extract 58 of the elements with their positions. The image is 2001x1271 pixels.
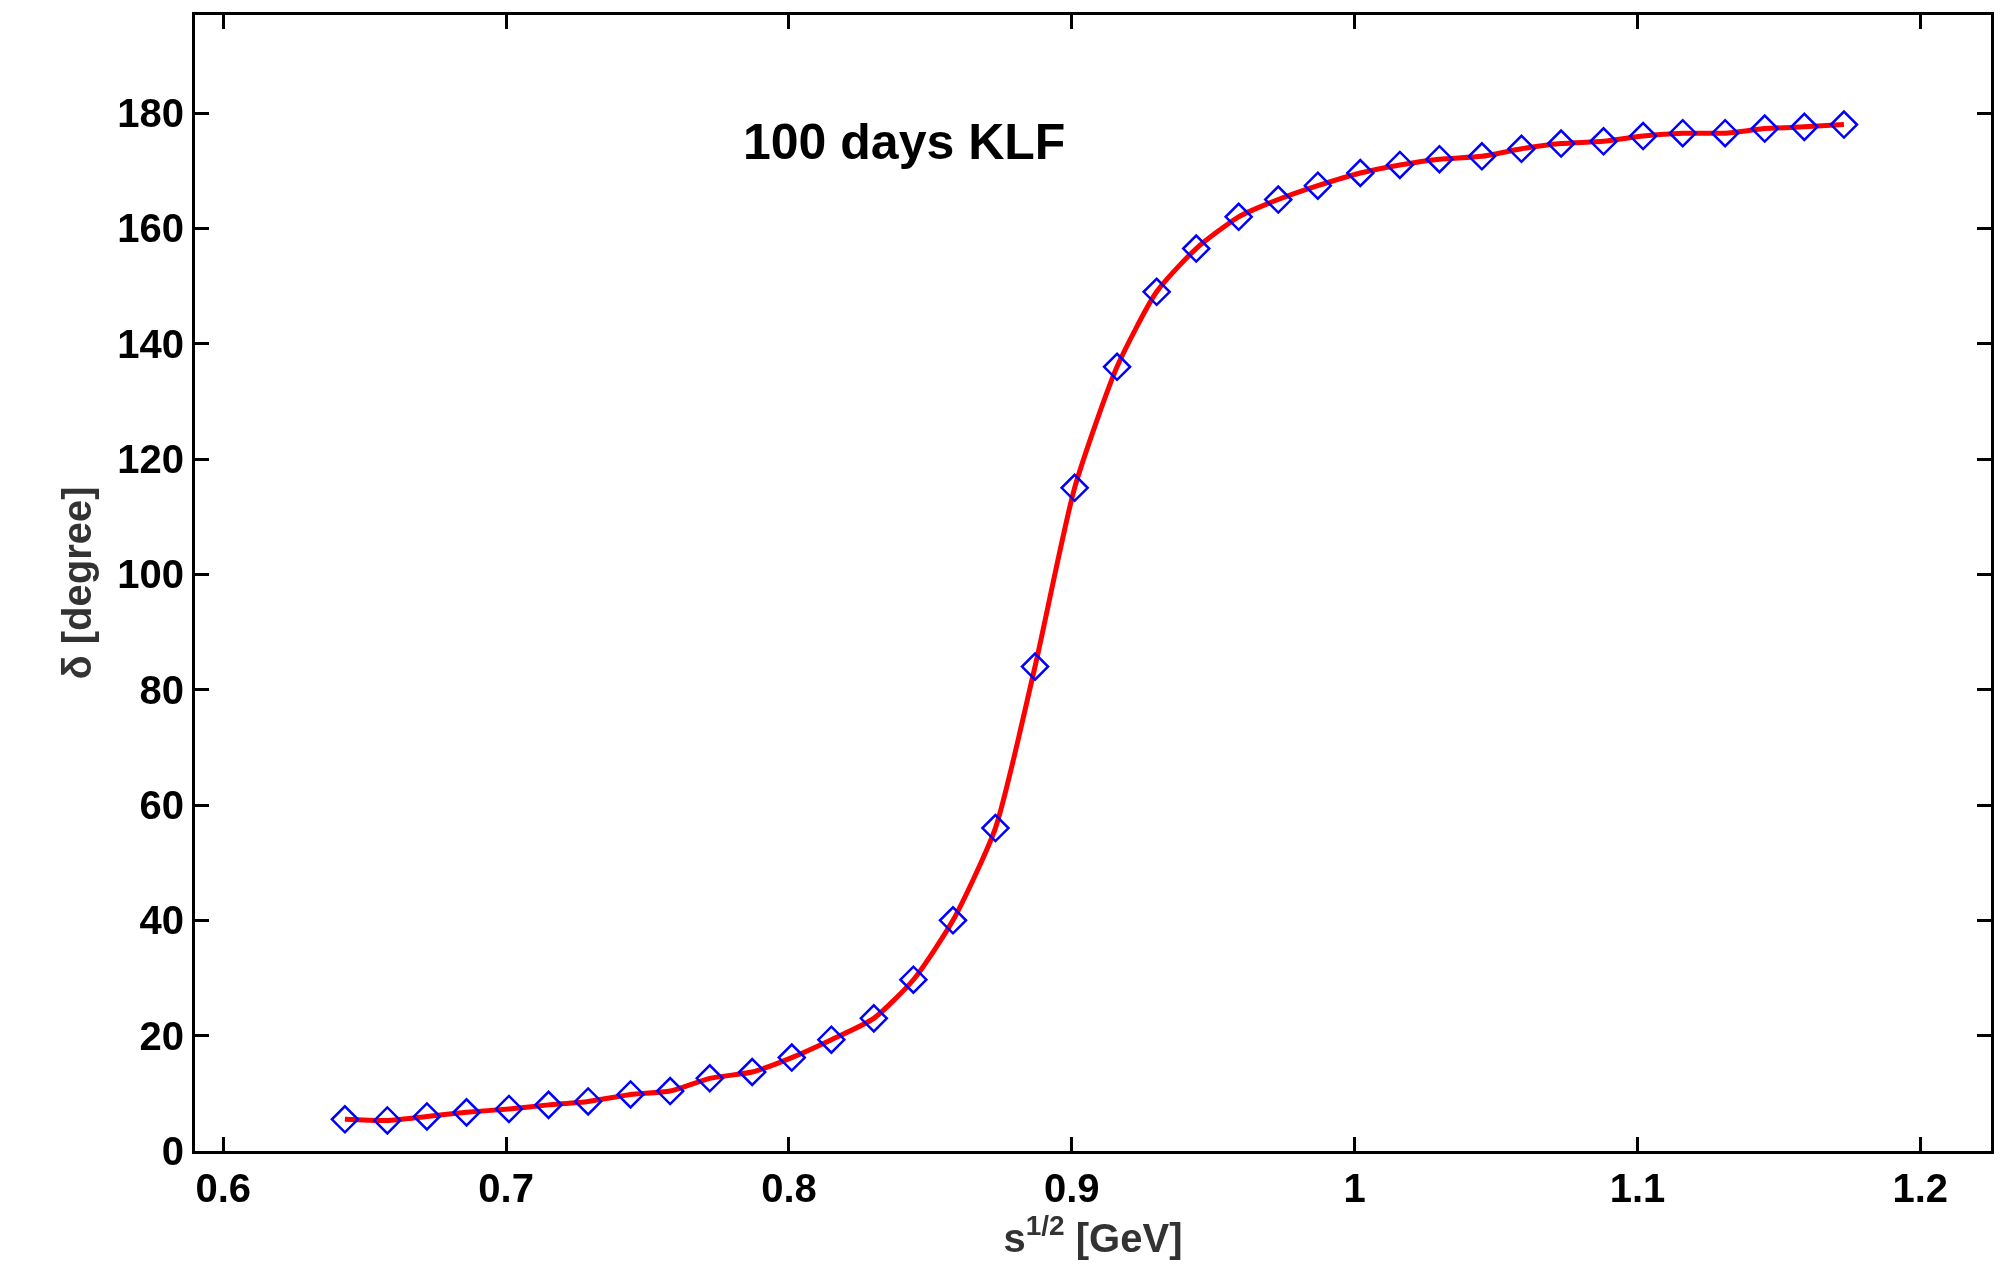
point: [1060, 473, 1089, 503]
point: [737, 1057, 767, 1087]
x-tick-label: 0.8: [761, 1166, 817, 1210]
y-tick-label: 180: [117, 91, 184, 136]
point: [1628, 121, 1658, 151]
point: [1467, 142, 1497, 171]
point: [494, 1094, 524, 1124]
y-tick-label: 160: [117, 206, 184, 251]
point: [452, 1098, 481, 1127]
point: [899, 965, 928, 994]
point: [1829, 110, 1859, 139]
point: [1020, 652, 1050, 681]
y-axis-title: δ [degree]: [54, 486, 99, 680]
x-tick-label: 1.1: [1609, 1166, 1666, 1210]
point: [1668, 118, 1697, 148]
point: [534, 1090, 563, 1120]
point: [1303, 171, 1333, 200]
point: [1546, 129, 1576, 158]
y-tick-label: 60: [139, 783, 184, 828]
point: [1181, 234, 1211, 263]
point: [1264, 185, 1293, 214]
point: [1346, 158, 1375, 188]
point: [1142, 277, 1171, 307]
y-tick-label: 20: [139, 1013, 184, 1058]
point: [1710, 118, 1740, 148]
point: [859, 1004, 889, 1033]
point: [938, 906, 968, 935]
point: [1425, 144, 1454, 174]
y-tick-label: 140: [117, 321, 184, 366]
y-tick-label: 80: [139, 667, 184, 712]
x-axis-title: s$^{1/2}$ [GeV]: [1003, 1210, 1183, 1260]
point: [373, 1106, 402, 1135]
point: [777, 1043, 807, 1072]
point: [1750, 114, 1779, 143]
point: [1102, 352, 1132, 382]
point: [817, 1025, 846, 1054]
x-tick-label: 1: [1343, 1166, 1366, 1210]
y-tick-label: 120: [117, 437, 184, 482]
x-tick-label: 0.9: [1043, 1166, 1100, 1210]
y-tick-label: 100: [117, 552, 184, 597]
point: [981, 813, 1010, 843]
x-tick-label: 1.2: [1892, 1166, 1949, 1210]
x-tick-label: 0.6: [195, 1166, 252, 1210]
x-tick-label: 0.7: [478, 1166, 534, 1210]
point: [1589, 127, 1618, 156]
y-tick-label: 0: [161, 1129, 184, 1173]
y-tick-label: 40: [139, 898, 184, 943]
point: [1507, 134, 1536, 164]
point: [655, 1076, 685, 1106]
point: [412, 1102, 442, 1131]
point: [573, 1087, 603, 1116]
point: [1224, 202, 1253, 232]
point: [330, 1105, 360, 1134]
annotation: 100 days KLF: [743, 114, 1066, 170]
point: [1385, 150, 1415, 180]
point: [616, 1080, 645, 1109]
point: [695, 1064, 725, 1093]
point: [1790, 112, 1819, 142]
